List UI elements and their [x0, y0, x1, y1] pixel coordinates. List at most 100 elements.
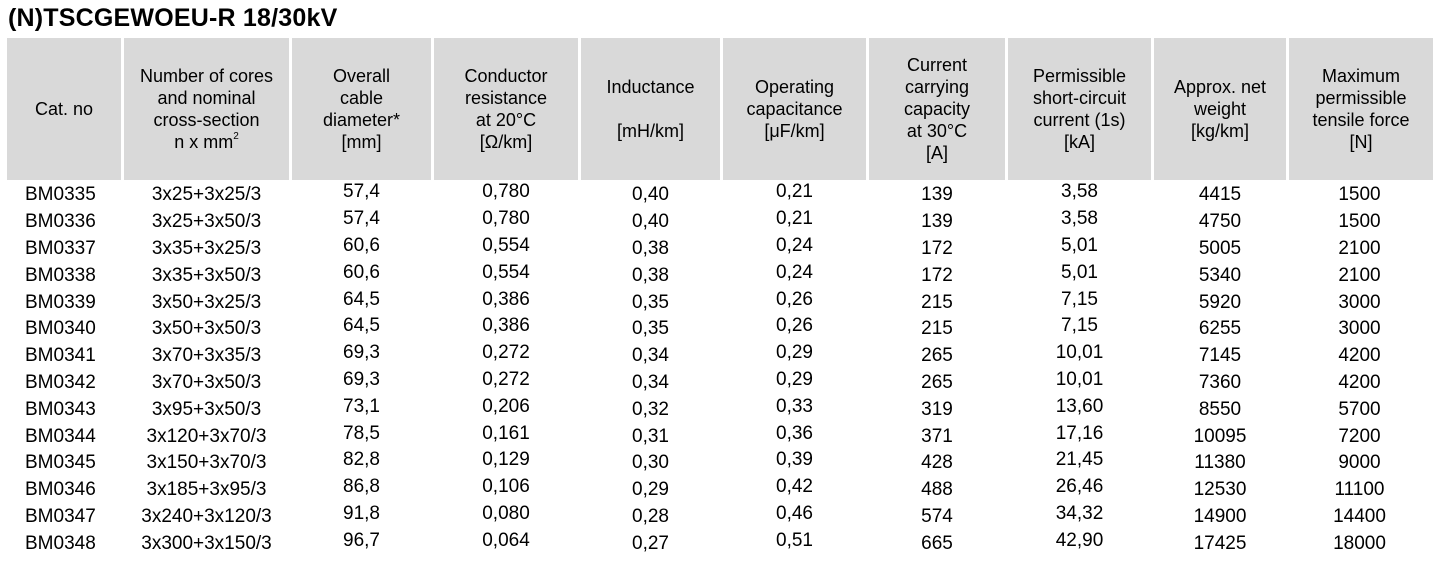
cell-conductor-resistance: 0,080: [434, 500, 581, 528]
cell-cores-cross-section: 3x120+3x70/3: [124, 423, 292, 450]
cell-net-weight: 8550: [1154, 396, 1289, 424]
cell-short-circuit-current: 3,58: [1008, 177, 1154, 206]
column-header-line: Conductor: [464, 66, 548, 86]
column-header-line: at 20°C: [475, 110, 537, 130]
column-header-line: short-circuit: [1032, 88, 1126, 108]
cell-short-circuit-current: 7,15: [1008, 312, 1154, 340]
cell-inductance: 0,28: [581, 503, 723, 531]
table-row: BM0339 3x50+3x25/3 64,5 0,386 0,35 0,26 215 7,1…: [7, 286, 1433, 316]
table-row: BM0344 3x120+3x70/3 78,5 0,161 0,31 0,36 371 17…: [7, 420, 1433, 450]
cell-current-carrying-capacity: 215: [869, 315, 1008, 343]
cell-tensile-force: 2100: [1289, 235, 1433, 263]
column-header-line: capacity: [903, 99, 971, 119]
cell-inductance: 0,29: [581, 476, 723, 504]
table-row: BM0347 3x240+3x120/3 91,8 0,080 0,28 0,46 574 3…: [7, 500, 1433, 531]
cell-net-weight: 11380: [1154, 449, 1289, 477]
cell-short-circuit-current: 3,58: [1008, 205, 1154, 233]
cell-tensile-force: 4200: [1289, 369, 1433, 397]
column-header-line: [Ω/km]: [479, 132, 533, 152]
cell-cores-cross-section: 3x150+3x70/3: [124, 449, 292, 477]
cell-cat-no: BM0348: [7, 530, 124, 558]
column-header-tensile-force: Maximum permissible tensile force [N]: [1289, 38, 1433, 180]
cell-operating-capacitance: 0,46: [723, 500, 869, 528]
table-row: BM0342 3x70+3x50/3 69,3 0,272 0,34 0,29 265 10,…: [7, 366, 1433, 397]
cell-short-circuit-current: 5,01: [1008, 232, 1154, 260]
column-header-line: tensile force: [1312, 110, 1410, 130]
cell-cat-no: BM0345: [7, 449, 124, 477]
cell-inductance: 0,31: [581, 423, 723, 450]
cell-cat-no: BM0337: [7, 235, 124, 263]
column-header-conductor-resistance: Conductor resistance at 20°C [Ω/km]: [434, 38, 581, 180]
cell-current-carrying-capacity: 488: [869, 476, 1008, 504]
cell-conductor-resistance: 0,554: [434, 232, 581, 260]
cell-inductance: 0,38: [581, 262, 723, 290]
cell-short-circuit-current: 5,01: [1008, 259, 1154, 287]
column-header-line: Maximum: [1321, 66, 1400, 86]
cell-net-weight: 5005: [1154, 235, 1289, 263]
cell-tensile-force: 2100: [1289, 262, 1433, 290]
cell-cat-no: BM0339: [7, 289, 124, 316]
table-row: BM0341 3x70+3x35/3 69,3 0,272 0,34 0,29 265 10,…: [7, 339, 1433, 370]
cell-operating-capacitance: 0,26: [723, 312, 869, 340]
column-header-line: current (1s): [1033, 110, 1126, 130]
column-header-inductance: Inductance [mH/km]: [581, 38, 723, 180]
cell-tensile-force: 4200: [1289, 342, 1433, 370]
cell-conductor-resistance: 0,206: [434, 393, 581, 421]
column-header-line: [583, 98, 718, 120]
cell-net-weight: 12530: [1154, 476, 1289, 504]
table-row: BM0343 3x95+3x50/3 73,1 0,206 0,32 0,33 319 13,…: [7, 393, 1433, 424]
table-row: BM0338 3x35+3x50/3 60,6 0,554 0,38 0,24 172 5,0…: [7, 259, 1433, 290]
column-header-operating-capacitance: Operating capacitance [μF/km]: [723, 38, 869, 180]
cell-cat-no: BM0340: [7, 315, 124, 343]
column-header-net-weight: Approx. net weight [kg/km]: [1154, 38, 1289, 180]
cell-cores-cross-section: 3x185+3x95/3: [124, 476, 292, 504]
cell-net-weight: 7360: [1154, 369, 1289, 397]
cell-overall-diameter: 60,6: [292, 232, 434, 260]
cell-operating-capacitance: 0,29: [723, 366, 869, 394]
cell-operating-capacitance: 0,24: [723, 232, 869, 260]
column-header-line: at 30°C: [906, 121, 968, 141]
cell-cores-cross-section: 3x50+3x50/3: [124, 315, 292, 343]
cell-tensile-force: 11100: [1289, 476, 1433, 504]
cell-inductance: 0,38: [581, 235, 723, 263]
cell-current-carrying-capacity: 428: [869, 449, 1008, 477]
cell-cat-no: BM0335: [7, 180, 124, 209]
cell-cat-no: BM0347: [7, 503, 124, 531]
cell-overall-diameter: 82,8: [292, 446, 434, 474]
cell-short-circuit-current: 10,01: [1008, 366, 1154, 394]
cell-current-carrying-capacity: 139: [869, 180, 1008, 209]
table-row: BM0336 3x25+3x50/3 57,4 0,780 0,40 0,21 139 3,5…: [7, 205, 1433, 236]
cell-short-circuit-current: 13,60: [1008, 393, 1154, 421]
cell-operating-capacitance: 0,39: [723, 446, 869, 474]
column-header-current-carrying-capacity: Current carrying capacity at 30°C [A]: [869, 38, 1008, 180]
cell-overall-diameter: 57,4: [292, 177, 434, 206]
column-header-short-circuit-current: Permissible short-circuit current (1s) [kA]: [1008, 38, 1154, 180]
cell-conductor-resistance: 0,161: [434, 420, 581, 447]
column-header-line: weight: [1193, 99, 1247, 119]
cell-conductor-resistance: 0,272: [434, 339, 581, 367]
table-row: BM0346 3x185+3x95/3 86,8 0,106 0,29 0,42 488 26…: [7, 473, 1433, 504]
cell-current-carrying-capacity: 265: [869, 369, 1008, 397]
cell-overall-diameter: 73,1: [292, 393, 434, 421]
cell-inductance: 0,34: [581, 342, 723, 370]
cell-current-carrying-capacity: 319: [869, 396, 1008, 424]
cell-tensile-force: 1500: [1289, 180, 1433, 209]
cell-cat-no: BM0346: [7, 476, 124, 504]
cell-tensile-force: 18000: [1289, 530, 1433, 558]
cell-inductance: 0,30: [581, 449, 723, 477]
column-header-line: carrying: [904, 77, 970, 97]
cell-cores-cross-section: 3x70+3x35/3: [124, 342, 292, 370]
cell-operating-capacitance: 0,33: [723, 393, 869, 421]
cell-current-carrying-capacity: 371: [869, 423, 1008, 450]
column-header-line: diameter*: [322, 110, 401, 130]
cell-net-weight: 5920: [1154, 289, 1289, 316]
column-header-cores-cross-section: Number of cores and nominal cross-section n…: [124, 38, 292, 180]
cell-conductor-resistance: 0,554: [434, 259, 581, 287]
cell-cores-cross-section: 3x35+3x25/3: [124, 235, 292, 263]
cell-overall-diameter: 64,5: [292, 312, 434, 340]
cell-cores-cross-section: 3x35+3x50/3: [124, 262, 292, 290]
column-header-line: Operating: [754, 77, 835, 97]
column-header-line: Number of cores: [139, 66, 274, 86]
page-title: (N)TSCGEWOEU-R 18/30kV: [8, 4, 338, 32]
column-header-line: [μF/km]: [764, 121, 825, 141]
